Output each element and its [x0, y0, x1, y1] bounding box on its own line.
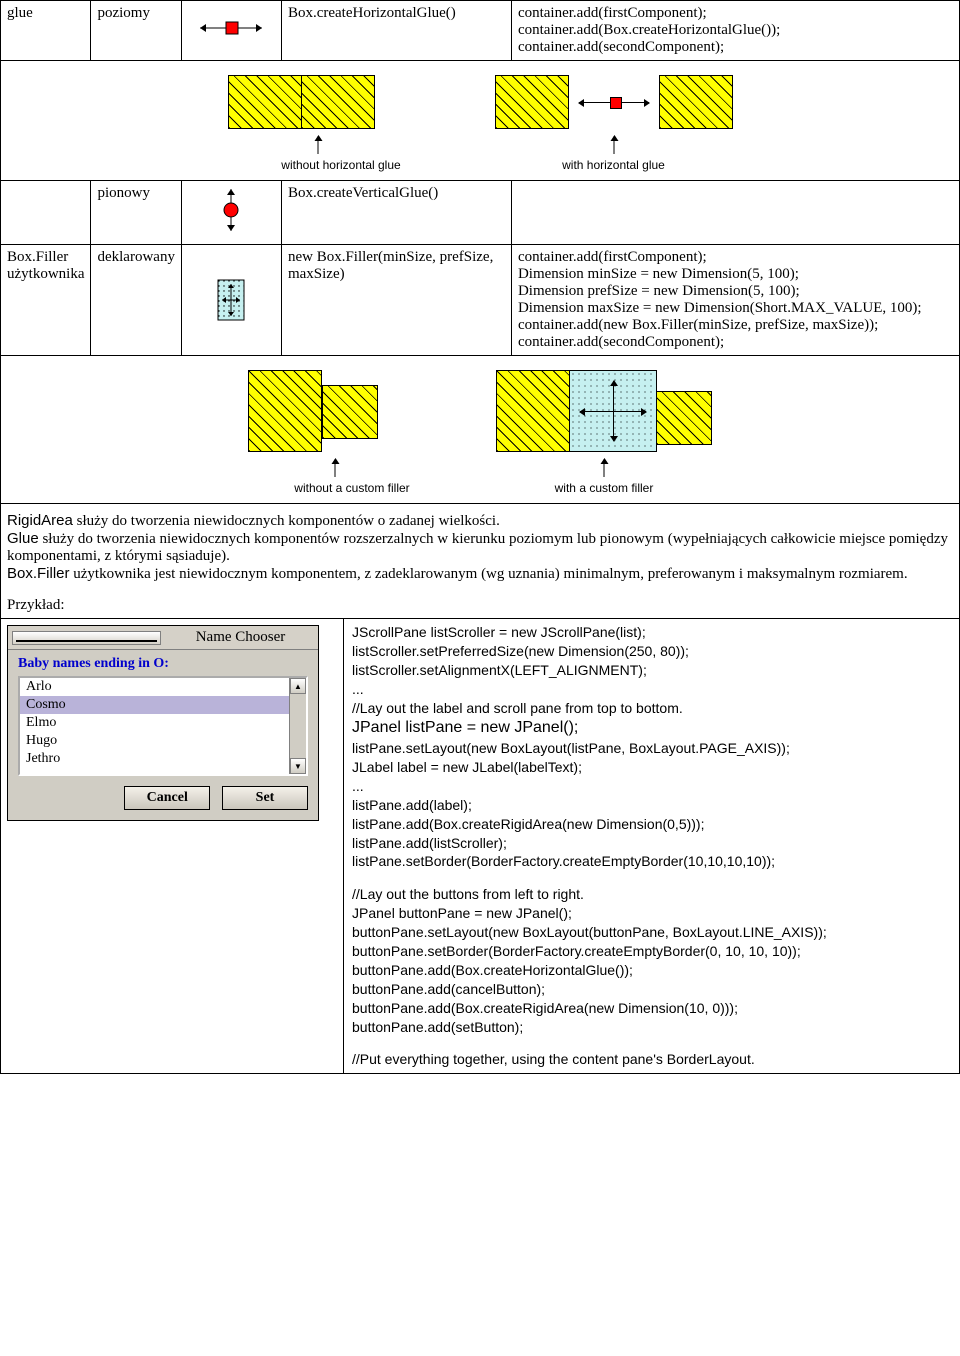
- vglue-icon: [216, 185, 246, 235]
- minimize-icon[interactable]: [12, 631, 161, 645]
- code-line: ...: [352, 777, 951, 796]
- cell-r3c5: container.add(firstComponent); Dimension…: [511, 245, 959, 356]
- code-line: //Lay out the buttons from left to right…: [352, 885, 951, 904]
- hglue-icon: [196, 18, 266, 38]
- cell-r1c4: Box.createHorizontalGlue(): [281, 1, 511, 61]
- cell-r2c3: [181, 181, 281, 245]
- scrollbar[interactable]: ▲ ▼: [289, 678, 306, 774]
- code-line: JPanel listPane = new JPanel();: [352, 717, 951, 739]
- code-line: listPane.add(listScroller);: [352, 834, 951, 853]
- cell-r1c5: container.add(firstComponent); container…: [511, 1, 959, 61]
- code-line: listPane.setLayout(new BoxLayout(listPan…: [352, 739, 951, 758]
- code-line: buttonPane.add(setButton);: [352, 1018, 951, 1037]
- list-item[interactable]: Jethro: [20, 750, 306, 768]
- code-line: ...: [352, 680, 951, 699]
- term-boxfiller: Box.Filler: [7, 565, 70, 582]
- code-line: JPanel buttonPane = new JPanel();: [352, 904, 951, 923]
- prose-block: RigidArea służy do tworzenia niewidoczny…: [1, 504, 959, 618]
- cell-r1c2: poziomy: [91, 1, 181, 61]
- set-button[interactable]: Set: [222, 786, 308, 810]
- hglue-with-group: [495, 75, 733, 129]
- cell-r2c5: [511, 181, 959, 245]
- list-item[interactable]: Arlo: [20, 678, 306, 696]
- cell-r3c3: [181, 245, 281, 356]
- code-line: //Put everything together, using the con…: [352, 1050, 951, 1069]
- code-line: listScroller.setPreferredSize(new Dimens…: [352, 642, 951, 661]
- code-line: listScroller.setAlignmentX(LEFT_ALIGNMEN…: [352, 661, 951, 680]
- name-chooser-window: Name Chooser Baby names ending in O: Arl…: [7, 625, 319, 821]
- code-line: buttonPane.add(Box.createRigidArea(new D…: [352, 999, 951, 1018]
- hglue-diagram: without horizontal glue with horizontal …: [1, 61, 960, 181]
- cell-r1c1: glue: [1, 1, 91, 61]
- cell-r3c2: deklarowany: [91, 245, 181, 356]
- cell-r1c3: [181, 1, 281, 61]
- example-label: Przykład:: [7, 597, 953, 614]
- desc-rigidarea: służy do tworzenia niewidocznych kompone…: [73, 513, 500, 529]
- cancel-button[interactable]: Cancel: [124, 786, 210, 810]
- code-line: buttonPane.add(cancelButton);: [352, 980, 951, 999]
- desc-glue: służy do tworzenia niewidocznych kompone…: [7, 531, 948, 564]
- code-line: JScrollPane listScroller = new JScrollPa…: [352, 623, 951, 642]
- layout-table: glue poziomy Box.createHorizontalGlue() …: [0, 0, 960, 1074]
- hglue-without-caption: without horizontal glue: [228, 158, 455, 172]
- filler-diagram: without a custom filler with a custom fi…: [1, 356, 960, 504]
- bottom-cell: RigidArea służy do tworzenia niewidoczny…: [1, 504, 960, 1074]
- hglue-without-group: [228, 75, 455, 129]
- code-cell: JScrollPane listScroller = new JScrollPa…: [344, 619, 960, 1074]
- window-titlebar: Name Chooser: [8, 626, 318, 650]
- chooser-cell: Name Chooser Baby names ending in O: Arl…: [1, 619, 344, 1074]
- filler-icon: [208, 270, 254, 330]
- scroll-up-icon[interactable]: ▲: [290, 678, 306, 694]
- cell-r3c4: new Box.Filler(minSize, prefSize, maxSiz…: [281, 245, 511, 356]
- code-line: buttonPane.setLayout(new BoxLayout(butto…: [352, 923, 951, 942]
- code-line: listPane.setBorder(BorderFactory.createE…: [352, 852, 951, 871]
- hglue-with-caption: with horizontal glue: [495, 158, 733, 172]
- list-item[interactable]: Elmo: [20, 714, 306, 732]
- term-glue: Glue: [7, 530, 39, 547]
- term-rigidarea: RigidArea: [7, 512, 73, 529]
- filler-with-group: [496, 370, 712, 452]
- code-line: listPane.add(Box.createRigidArea(new Dim…: [352, 815, 951, 834]
- window-title: Name Chooser: [167, 629, 314, 646]
- desc-boxfiller: użytkownika jest niewidocznym komponente…: [70, 566, 908, 582]
- chooser-label: Baby names ending in O:: [18, 656, 308, 672]
- name-listbox[interactable]: Arlo Cosmo Elmo Hugo Jethro ▲ ▼: [18, 676, 308, 776]
- list-item[interactable]: Hugo: [20, 732, 306, 750]
- list-item[interactable]: Cosmo: [20, 696, 306, 714]
- cell-r2c2: pionowy: [91, 181, 181, 245]
- filler-with-caption: with a custom filler: [496, 481, 712, 495]
- filler-without-group: [248, 370, 456, 452]
- filler-without-caption: without a custom filler: [248, 481, 456, 495]
- cell-r2c1: [1, 181, 91, 245]
- code-line: buttonPane.add(Box.createHorizontalGlue(…: [352, 961, 951, 980]
- code-line: listPane.add(label);: [352, 796, 951, 815]
- code-line: buttonPane.setBorder(BorderFactory.creat…: [352, 942, 951, 961]
- cell-r2c4: Box.createVerticalGlue(): [281, 181, 511, 245]
- code-line: JLabel label = new JLabel(labelText);: [352, 758, 951, 777]
- code-line: //Lay out the label and scroll pane from…: [352, 699, 951, 718]
- cell-r3c1: Box.Filler użytkownika: [1, 245, 91, 356]
- scroll-down-icon[interactable]: ▼: [290, 758, 306, 774]
